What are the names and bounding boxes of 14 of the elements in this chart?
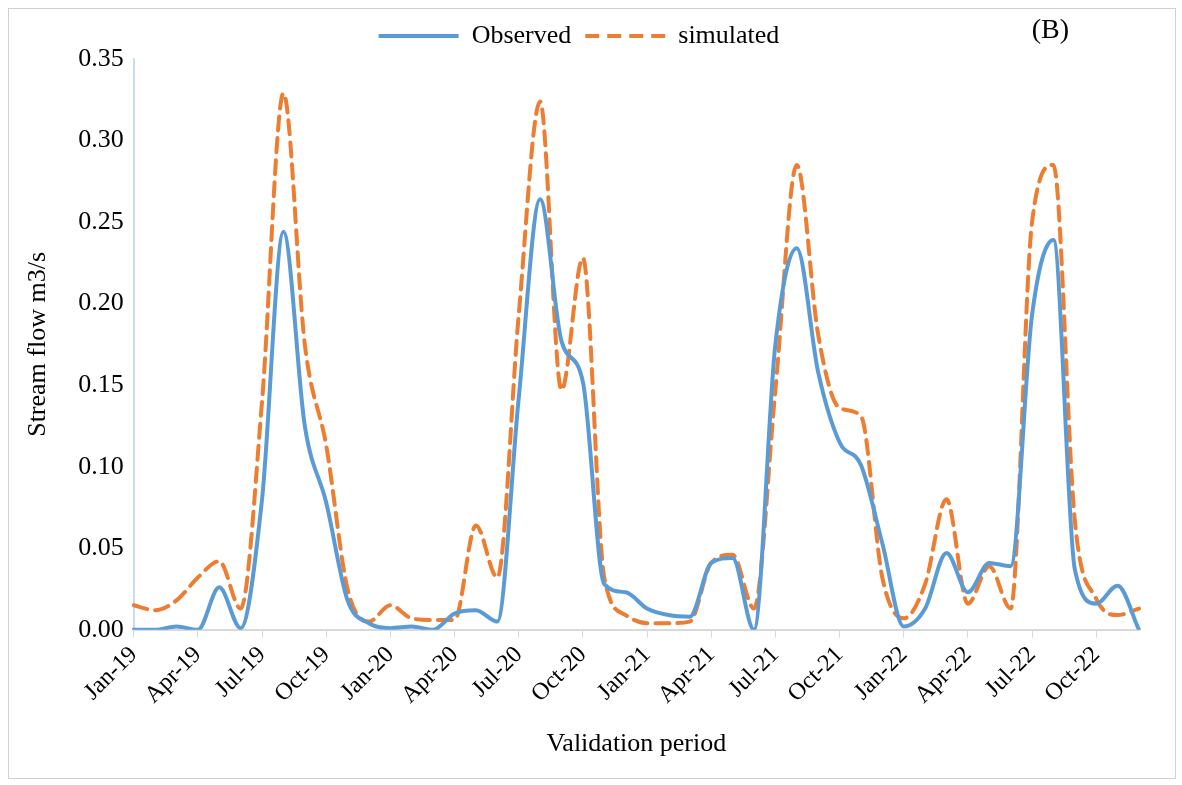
y-tick-label: 0.25 <box>78 205 124 235</box>
legend-label: Observed <box>471 19 572 49</box>
y-tick-label: 0.30 <box>78 124 124 154</box>
legend-label: simulated <box>678 19 780 49</box>
text: (B) <box>1031 13 1069 45</box>
x-axis-title: Validation period <box>546 728 727 758</box>
y-tick-label: 0.15 <box>78 368 124 398</box>
y-tick-label: 0.20 <box>78 287 124 317</box>
line-series <box>131 91 1141 626</box>
y-tick-label: 0.35 <box>78 42 124 72</box>
y-axis-title: Stream flow m3/s <box>22 251 52 437</box>
y-tick-label: 0.05 <box>78 532 124 562</box>
y-tick-label: 0.00 <box>78 613 124 643</box>
y-tick-label: 0.10 <box>78 450 124 480</box>
